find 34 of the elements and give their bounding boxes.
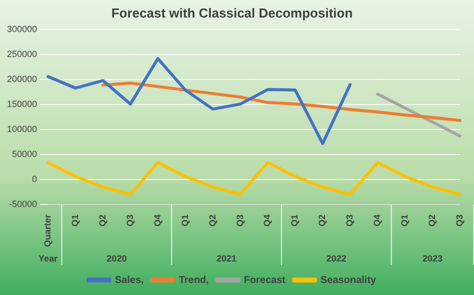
x-tick-label: Q4 [262,214,272,227]
x-tick-label: Q3 [344,214,355,227]
y-tick-label: 100000 [6,124,38,134]
x-tick-label: Q3 [234,214,245,227]
legend-label: Trend, [178,274,210,286]
text: 2023 [422,253,443,264]
y-tick-label: 150000 [6,99,38,110]
x-tick-label: Q4 [372,214,382,227]
legend-label: Forecast [244,274,286,286]
y-tick-label: 50000 [12,149,38,160]
legend-label: Seasonality [320,274,377,286]
text: 2020 [106,253,127,264]
text: Year [38,253,58,264]
y-tick-label: 300000 [6,24,38,34]
x-tick-label: Q2 [97,214,108,227]
x-tick-label: Q3 [454,214,464,227]
x-tick-label: Quarter [42,214,53,248]
x-tick-label: Q4 [152,214,162,227]
x-tick-label: Q1 [70,214,80,227]
text: 2021 [216,253,237,264]
x-tick-label: Q2 [317,214,328,227]
chart-title: Forecast with Classical Decomposition [111,5,353,20]
legend-label: Sales, [114,274,144,286]
y-tick-label: -50000 [9,198,38,209]
y-tick-label: 250000 [6,49,38,60]
x-tick-label: Q1 [400,214,410,227]
x-tick-label: Q2 [427,214,438,227]
x-tick-label: Q1 [290,214,300,227]
text: 2022 [326,253,346,264]
y-tick-label: 0 [32,174,38,184]
y-tick-label: 200000 [6,74,38,84]
x-tick-label: Q1 [180,214,190,227]
x-tick-label: Q3 [124,214,135,227]
x-tick-label: Q2 [207,214,218,227]
